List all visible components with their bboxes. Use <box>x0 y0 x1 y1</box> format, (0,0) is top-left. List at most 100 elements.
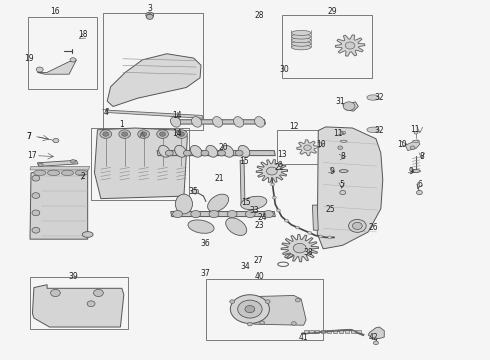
Circle shape <box>238 300 262 318</box>
Polygon shape <box>333 140 347 150</box>
Circle shape <box>338 146 343 149</box>
Text: 10: 10 <box>316 140 325 149</box>
Text: 16: 16 <box>50 7 60 16</box>
Polygon shape <box>254 296 306 325</box>
Text: 10: 10 <box>397 140 407 149</box>
Text: 35: 35 <box>189 187 198 196</box>
Circle shape <box>328 236 332 239</box>
Bar <box>103 13 203 130</box>
Text: 27: 27 <box>254 256 264 265</box>
Text: 7: 7 <box>26 132 31 141</box>
Bar <box>310 330 314 333</box>
Text: 11: 11 <box>410 125 420 134</box>
Text: 21: 21 <box>215 174 224 183</box>
Circle shape <box>141 132 147 136</box>
Text: 36: 36 <box>200 239 210 248</box>
Text: 30: 30 <box>279 65 289 74</box>
Circle shape <box>201 150 209 156</box>
Circle shape <box>247 322 252 326</box>
Circle shape <box>343 102 355 111</box>
Circle shape <box>276 209 280 212</box>
Polygon shape <box>157 150 275 156</box>
Ellipse shape <box>75 170 87 176</box>
Text: 9: 9 <box>409 167 414 176</box>
Circle shape <box>230 300 235 303</box>
Polygon shape <box>30 166 90 170</box>
Bar <box>316 330 319 333</box>
Bar <box>30 277 128 329</box>
Polygon shape <box>37 60 76 74</box>
Circle shape <box>172 211 182 218</box>
Circle shape <box>227 211 237 218</box>
Circle shape <box>36 67 43 72</box>
Text: 15: 15 <box>239 157 249 166</box>
Circle shape <box>265 300 270 303</box>
Circle shape <box>32 227 40 233</box>
Text: 38: 38 <box>304 248 313 257</box>
Text: 42: 42 <box>368 333 378 342</box>
Text: 39: 39 <box>68 271 78 280</box>
Ellipse shape <box>367 127 379 132</box>
Text: 3: 3 <box>147 4 152 13</box>
Circle shape <box>308 231 312 234</box>
Ellipse shape <box>339 170 348 172</box>
Circle shape <box>416 190 422 195</box>
Circle shape <box>294 243 306 253</box>
Text: 8: 8 <box>419 152 424 161</box>
Ellipse shape <box>208 194 229 212</box>
Circle shape <box>414 131 418 134</box>
Circle shape <box>160 132 166 136</box>
Circle shape <box>295 226 299 229</box>
Circle shape <box>178 132 184 136</box>
Circle shape <box>264 211 273 218</box>
Ellipse shape <box>292 41 311 46</box>
Ellipse shape <box>241 196 267 210</box>
Circle shape <box>319 235 323 238</box>
Text: 15: 15 <box>241 198 251 207</box>
Polygon shape <box>335 35 365 56</box>
Text: 5: 5 <box>339 180 344 189</box>
Ellipse shape <box>292 31 311 36</box>
Circle shape <box>272 196 276 199</box>
Circle shape <box>245 306 255 313</box>
Bar <box>27 17 98 89</box>
Polygon shape <box>107 54 201 107</box>
Circle shape <box>94 289 103 297</box>
Circle shape <box>345 42 355 49</box>
Circle shape <box>71 159 75 163</box>
Text: 32: 32 <box>374 126 384 135</box>
Bar <box>304 330 308 333</box>
Circle shape <box>270 183 274 186</box>
Polygon shape <box>30 167 88 239</box>
Circle shape <box>304 145 311 150</box>
Text: 20: 20 <box>218 143 228 152</box>
Bar <box>350 330 355 333</box>
Text: 29: 29 <box>327 7 337 16</box>
Bar <box>321 330 325 333</box>
Circle shape <box>103 132 109 136</box>
Ellipse shape <box>222 145 234 157</box>
Ellipse shape <box>238 145 250 157</box>
Text: 33: 33 <box>250 206 260 215</box>
Circle shape <box>38 163 43 167</box>
Bar <box>344 330 349 333</box>
Text: 24: 24 <box>257 213 267 222</box>
Bar <box>333 330 337 333</box>
Polygon shape <box>171 212 275 217</box>
Circle shape <box>183 150 191 156</box>
Bar <box>327 330 331 333</box>
Polygon shape <box>240 160 245 205</box>
Circle shape <box>410 146 415 149</box>
Text: 37: 37 <box>200 269 210 278</box>
Text: 26: 26 <box>368 223 378 232</box>
Ellipse shape <box>285 254 293 258</box>
Circle shape <box>165 150 173 156</box>
Bar <box>91 128 189 200</box>
Circle shape <box>122 132 127 136</box>
Circle shape <box>209 211 219 218</box>
Ellipse shape <box>48 170 60 176</box>
Circle shape <box>235 150 243 156</box>
Text: 19: 19 <box>24 54 34 63</box>
Text: 13: 13 <box>277 150 287 159</box>
Polygon shape <box>106 110 203 118</box>
